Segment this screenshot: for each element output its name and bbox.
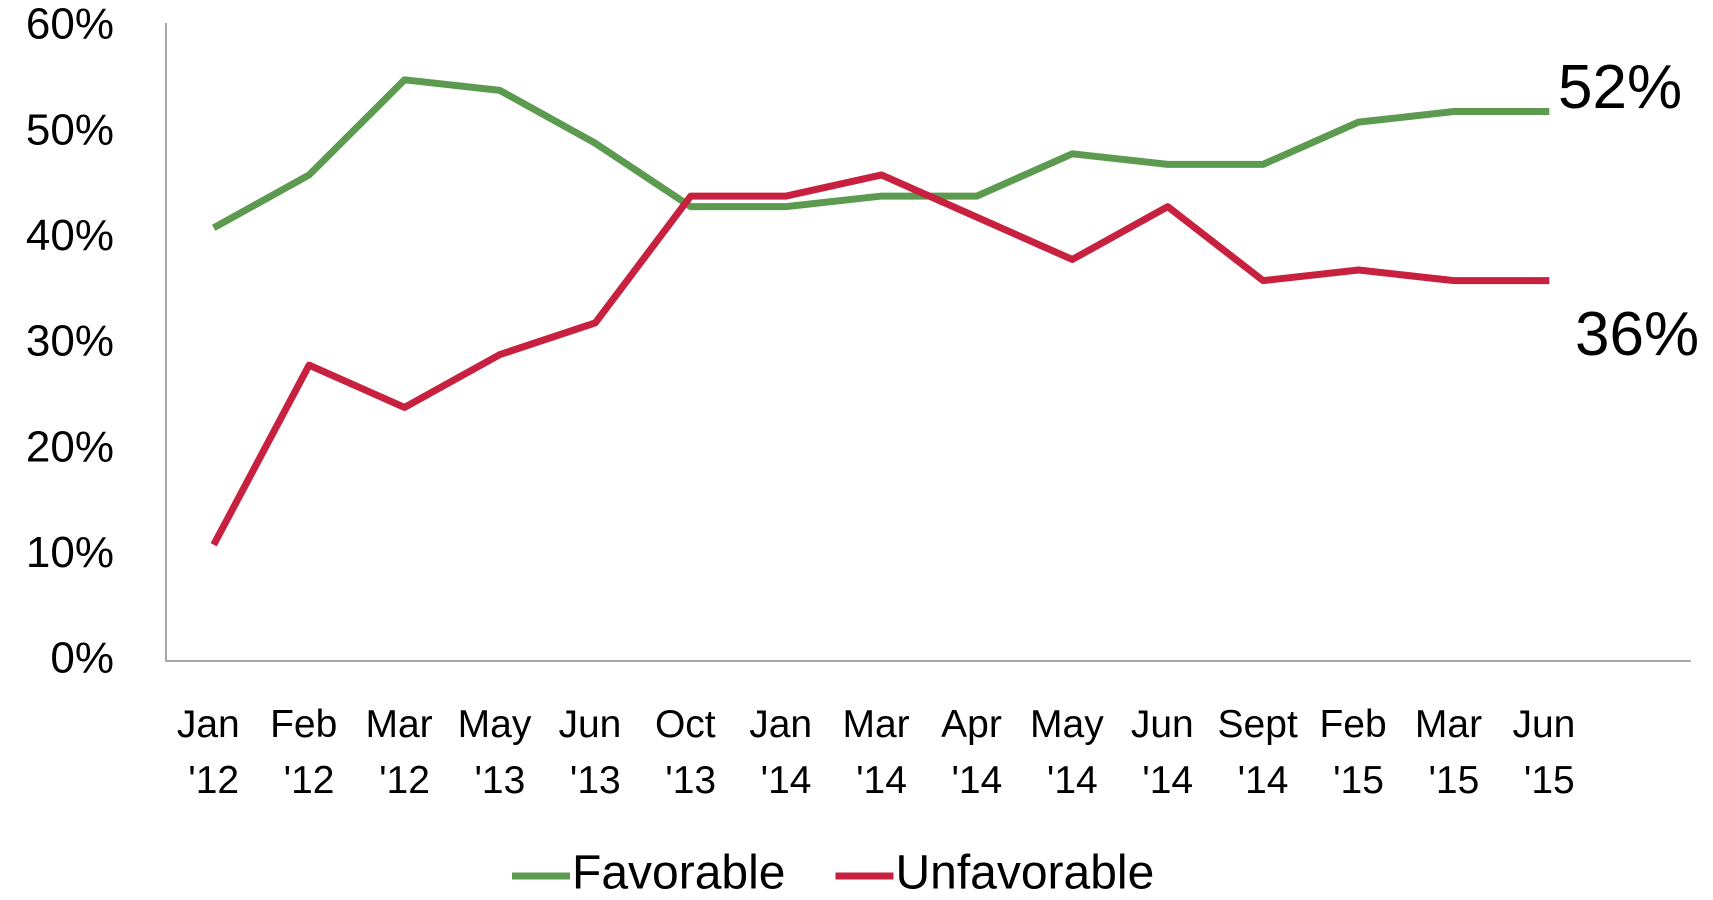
- x-tick-label-line: May: [1030, 703, 1115, 746]
- x-tick-label-line: Jun: [1512, 703, 1586, 746]
- end-label: 36%: [1575, 300, 1699, 369]
- x-tick-label-line: '14: [951, 759, 1002, 802]
- x-tick-label-line: Mar: [843, 703, 921, 746]
- x-tick-label: Sept '14: [1218, 703, 1309, 802]
- x-tick-label-line: '14: [1238, 759, 1289, 802]
- x-tick-label: Jan '14: [749, 703, 823, 802]
- x-tick-label-line: Jun: [558, 703, 632, 746]
- x-tick-label-line: '12: [379, 759, 430, 802]
- x-tick-label-line: '14: [761, 759, 812, 802]
- x-tick-label: Jun '15: [1512, 703, 1586, 802]
- x-tick-label-line: '14: [1142, 759, 1193, 802]
- y-tick-label: 20%: [26, 422, 114, 471]
- x-tick-label-line: Oct: [655, 703, 727, 746]
- y-tick-label: 0%: [50, 634, 114, 683]
- y-tick-label: 40%: [26, 211, 114, 260]
- x-tick-label: Mar '14: [843, 703, 921, 802]
- end-label: 52%: [1558, 53, 1682, 122]
- x-tick-label-line: Jan: [749, 703, 823, 746]
- y-tick-label: 50%: [26, 105, 114, 154]
- x-tick-label-line: Feb: [270, 703, 348, 746]
- y-tick-label: 10%: [26, 528, 114, 577]
- x-tick-label: Apr '14: [941, 703, 1013, 802]
- x-tick-label-line: Feb: [1319, 703, 1397, 746]
- series-line: [212, 76, 1550, 231]
- x-tick-label-line: '13: [665, 759, 716, 802]
- y-tick-label: 60%: [26, 0, 114, 49]
- y-tick-label: 30%: [26, 317, 114, 366]
- x-tick-label: Mar '12: [366, 703, 444, 802]
- x-tick-label: Feb '12: [270, 703, 348, 802]
- x-tick-label-line: '12: [284, 759, 335, 802]
- legend-label: Favorable: [572, 847, 785, 900]
- x-tick-label: Jun '13: [558, 703, 632, 802]
- x-tick-label-line: May: [458, 703, 543, 746]
- x-tick-label: Oct '13: [655, 703, 727, 802]
- x-tick-label: Mar '15: [1415, 703, 1493, 802]
- x-tick-label: May '14: [1030, 703, 1115, 802]
- x-tick-label-line: Jan: [177, 703, 251, 746]
- legend-label: Unfavorable: [895, 847, 1154, 900]
- x-tick-label-line: '13: [570, 759, 621, 802]
- x-tick-label: Jan '12: [177, 703, 251, 802]
- series-line: [210, 171, 1550, 547]
- x-tick-label: Feb '15: [1319, 703, 1397, 802]
- x-tick-label-line: Sept: [1218, 703, 1309, 746]
- x-tick-label-line: Apr: [941, 703, 1013, 746]
- x-tick-label-line: '15: [1333, 759, 1384, 802]
- x-tick-label-line: Mar: [366, 703, 444, 746]
- x-tick-label: May '13: [458, 703, 543, 802]
- x-tick-label: Jun '14: [1131, 703, 1205, 802]
- x-tick-label-line: Mar: [1415, 703, 1493, 746]
- x-tick-label-line: '14: [1047, 759, 1098, 802]
- x-tick-label-line: Jun: [1131, 703, 1205, 746]
- x-tick-label-line: '12: [188, 759, 239, 802]
- x-tick-label-line: '13: [474, 759, 525, 802]
- x-tick-label-line: '15: [1524, 759, 1575, 802]
- x-tick-label-line: '14: [856, 759, 907, 802]
- x-tick-label-line: '15: [1428, 759, 1479, 802]
